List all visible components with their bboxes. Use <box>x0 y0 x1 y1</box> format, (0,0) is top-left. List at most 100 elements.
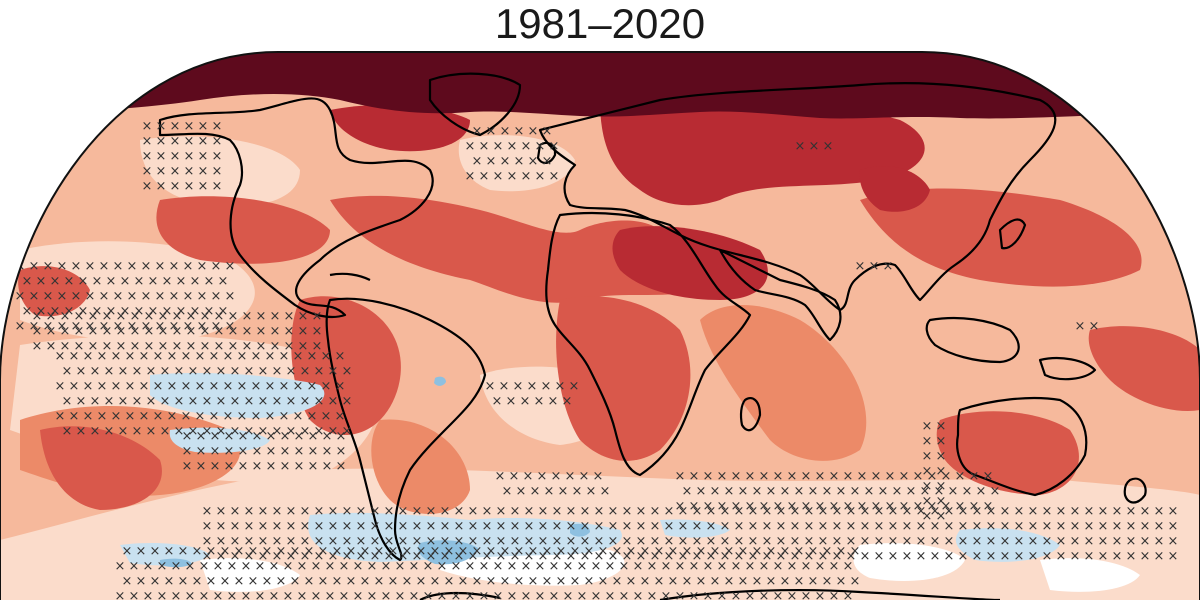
hatch-mark: × <box>986 519 997 534</box>
hatch-mark: × <box>513 379 524 394</box>
hatch-mark: × <box>748 549 759 564</box>
hatch-mark: × <box>759 469 770 484</box>
hatch-mark: × <box>212 164 223 179</box>
hatch-mark: × <box>209 379 220 394</box>
hatch-mark: × <box>535 589 546 600</box>
hatch-mark: × <box>142 149 153 164</box>
hatch-mark: × <box>270 339 281 354</box>
hatch-mark: × <box>608 519 619 534</box>
hatch-mark: × <box>83 379 94 394</box>
hatch-mark: × <box>955 499 966 514</box>
hatch-mark: × <box>944 504 955 519</box>
hatch-mark: × <box>55 349 66 364</box>
hatch-mark: × <box>922 479 933 494</box>
coastline-greenland <box>428 72 522 137</box>
hatch-mark: × <box>801 559 812 574</box>
hatch-mark: × <box>50 274 61 289</box>
hatch-mark: × <box>244 519 255 534</box>
hatch-mark: × <box>580 504 591 519</box>
hatch-mark: × <box>664 549 675 564</box>
hatch-mark: × <box>412 519 423 534</box>
hatch-mark: × <box>468 504 479 519</box>
hatch-mark: × <box>71 289 82 304</box>
hatch-mark: × <box>136 574 147 589</box>
hatch-mark: × <box>360 544 371 559</box>
hatch-mark: × <box>1126 504 1137 519</box>
hatch-mark: × <box>252 429 263 444</box>
hatch-mark: × <box>795 139 806 154</box>
hatch-mark: × <box>913 469 924 484</box>
hatch-mark: × <box>241 589 252 600</box>
hatch-mark: × <box>62 394 73 409</box>
hatch-mark: × <box>266 444 277 459</box>
hatch-mark: × <box>507 589 518 600</box>
coastline-japan <box>998 218 1027 250</box>
hatch-mark: × <box>335 409 346 424</box>
hatch-mark: × <box>118 394 129 409</box>
hatch-mark: × <box>97 349 108 364</box>
hatch-mark: × <box>724 544 735 559</box>
hatch-mark: × <box>724 484 735 499</box>
hatch-mark: × <box>293 409 304 424</box>
hatch-mark: × <box>328 549 339 564</box>
hatch-mark: × <box>339 589 350 600</box>
hatch-mark: × <box>416 544 427 559</box>
hatch-mark: × <box>451 559 462 574</box>
hatch-mark: × <box>675 559 686 574</box>
hatch-mark: × <box>1000 549 1011 564</box>
hatch-mark: × <box>237 349 248 364</box>
hatch-mark: × <box>493 559 504 574</box>
hatch-mark: × <box>199 589 210 600</box>
hatch-mark: × <box>958 549 969 564</box>
hatch-mark: × <box>780 574 791 589</box>
hatch-mark: × <box>197 289 208 304</box>
hatch-mark: × <box>499 379 510 394</box>
hatch-mark: × <box>815 469 826 484</box>
hatch-mark: × <box>146 424 157 439</box>
hatch-mark: × <box>878 484 889 499</box>
hatch-mark: × <box>773 469 784 484</box>
hatch-mark: × <box>298 339 309 354</box>
hatch-mark: × <box>724 574 735 589</box>
hatch-mark: × <box>633 589 644 600</box>
hatch-mark: × <box>734 504 745 519</box>
hatch-mark: × <box>32 324 43 339</box>
hatch-mark: × <box>524 504 535 519</box>
hatch-mark: × <box>238 429 249 444</box>
hatch-mark: × <box>458 574 469 589</box>
hatch-mark: × <box>437 559 448 574</box>
hatch-mark: × <box>113 259 124 274</box>
hatch-mark: × <box>482 534 493 549</box>
hatch-mark: × <box>829 499 840 514</box>
hatch-mark: × <box>563 559 574 574</box>
hatch-mark: × <box>158 309 169 324</box>
hatch-mark: × <box>170 134 181 149</box>
hatch-mark: × <box>936 434 947 449</box>
hatch-mark: × <box>186 309 197 324</box>
hatch-mark: × <box>314 534 325 549</box>
strong-cooling-areas <box>160 376 590 568</box>
hatch-mark: × <box>78 304 89 319</box>
hatch-mark: × <box>675 469 686 484</box>
hatch-mark: × <box>745 589 756 600</box>
hatch-mark: × <box>633 559 644 574</box>
hatch-mark: × <box>846 534 857 549</box>
hatch-mark: × <box>269 589 280 600</box>
hatch-mark: × <box>134 304 145 319</box>
hatch-mark: × <box>252 459 263 474</box>
hatch-mark: × <box>776 534 787 549</box>
hatch-mark: × <box>265 379 276 394</box>
hatch-mark: × <box>314 364 325 379</box>
hatch-mark: × <box>454 534 465 549</box>
hatch-mark: × <box>538 534 549 549</box>
hatch-mark: × <box>153 379 164 394</box>
hatch-mark: × <box>125 379 136 394</box>
hatch-mark: × <box>507 559 518 574</box>
hatch-mark: × <box>286 534 297 549</box>
hatch-mark: × <box>1070 504 1081 519</box>
hatch-mark: × <box>43 319 54 334</box>
hatch-mark: × <box>129 589 140 600</box>
hatch-mark: × <box>272 364 283 379</box>
hatch-mark: × <box>717 559 728 574</box>
hatch-mark: × <box>661 589 672 600</box>
